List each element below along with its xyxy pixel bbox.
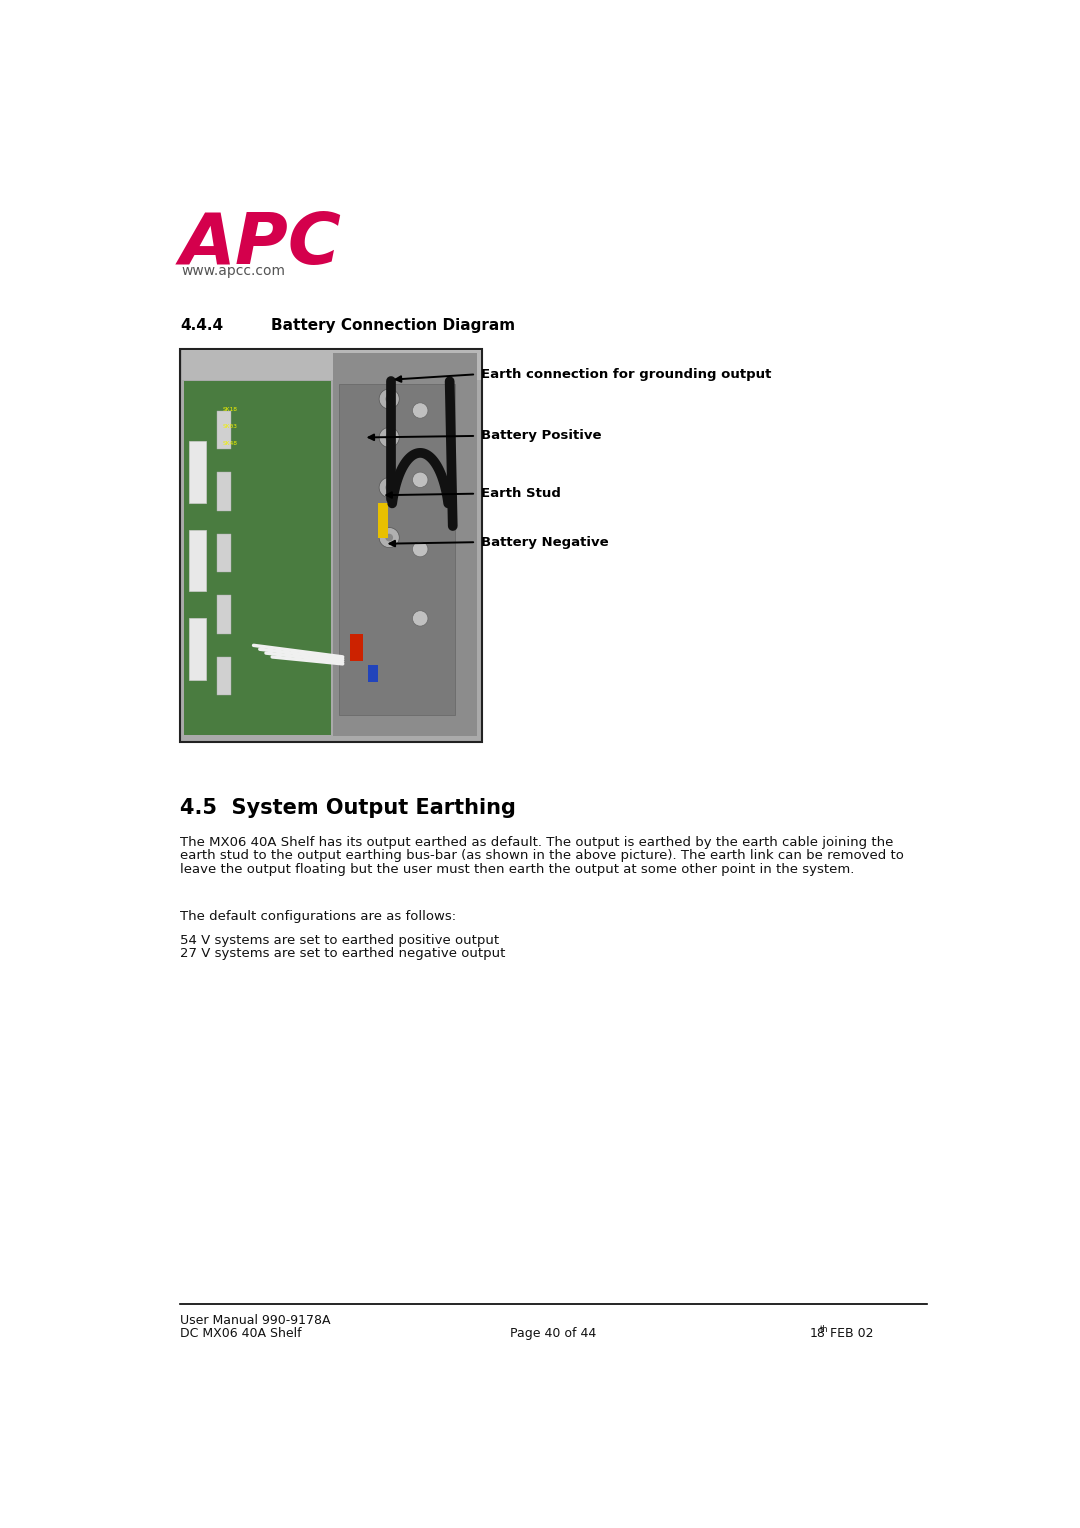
- Text: FEB 02: FEB 02: [826, 1326, 874, 1340]
- Bar: [217, 472, 231, 510]
- Circle shape: [386, 533, 393, 541]
- Circle shape: [386, 396, 393, 403]
- Text: 4.4.4: 4.4.4: [180, 318, 224, 333]
- Circle shape: [386, 434, 393, 442]
- Bar: [378, 503, 389, 538]
- Text: DC MX06 40A Shelf: DC MX06 40A Shelf: [180, 1326, 301, 1340]
- Circle shape: [379, 428, 400, 448]
- Bar: [217, 596, 231, 634]
- Text: SK03: SK03: [222, 423, 238, 428]
- Text: Battery Positive: Battery Positive: [482, 429, 602, 443]
- Circle shape: [413, 472, 428, 487]
- Text: Page 40 of 44: Page 40 of 44: [511, 1326, 596, 1340]
- Circle shape: [379, 477, 400, 498]
- Text: User Manual 990-9178A: User Manual 990-9178A: [180, 1314, 330, 1326]
- Text: Battery Connection Diagram: Battery Connection Diagram: [271, 318, 515, 333]
- Text: 18: 18: [809, 1326, 825, 1340]
- Circle shape: [413, 403, 428, 419]
- Text: APC: APC: [180, 211, 342, 280]
- Text: 27 V systems are set to earthed negative output: 27 V systems are set to earthed negative…: [180, 947, 505, 960]
- Circle shape: [379, 527, 400, 547]
- Text: www.apcc.com: www.apcc.com: [181, 264, 285, 278]
- Bar: [339, 384, 455, 715]
- Text: SK48: SK48: [222, 440, 238, 446]
- Circle shape: [413, 611, 428, 626]
- Text: th: th: [820, 1325, 828, 1334]
- Bar: [217, 533, 231, 571]
- Text: 54 V systems are set to earthed positive output: 54 V systems are set to earthed positive…: [180, 934, 499, 947]
- Text: 4.5  System Output Earthing: 4.5 System Output Earthing: [180, 798, 516, 817]
- Bar: [181, 350, 481, 380]
- Text: earth stud to the output earthing bus-bar (as shown in the above picture). The e: earth stud to the output earthing bus-ba…: [180, 850, 904, 862]
- Text: leave the output floating but the user must then earth the output at some other : leave the output floating but the user m…: [180, 862, 854, 876]
- Text: The MX06 40A Shelf has its output earthed as default. The output is earthed by t: The MX06 40A Shelf has its output earthe…: [180, 836, 893, 850]
- Bar: [217, 657, 231, 695]
- Circle shape: [379, 390, 400, 410]
- Bar: [334, 353, 476, 736]
- Bar: [367, 665, 378, 681]
- Bar: [350, 634, 363, 660]
- Text: Earth Stud: Earth Stud: [482, 487, 562, 500]
- Text: Battery Negative: Battery Negative: [482, 536, 609, 549]
- Text: SK18: SK18: [222, 406, 238, 411]
- Bar: [189, 442, 206, 503]
- Text: The default configurations are as follows:: The default configurations are as follow…: [180, 911, 456, 923]
- Bar: [184, 382, 332, 735]
- Circle shape: [413, 541, 428, 556]
- Bar: [189, 530, 206, 591]
- Text: Earth connection for grounding output: Earth connection for grounding output: [482, 368, 772, 380]
- Bar: [189, 619, 206, 680]
- Circle shape: [386, 484, 393, 492]
- Bar: [180, 348, 482, 741]
- Bar: [217, 411, 231, 449]
